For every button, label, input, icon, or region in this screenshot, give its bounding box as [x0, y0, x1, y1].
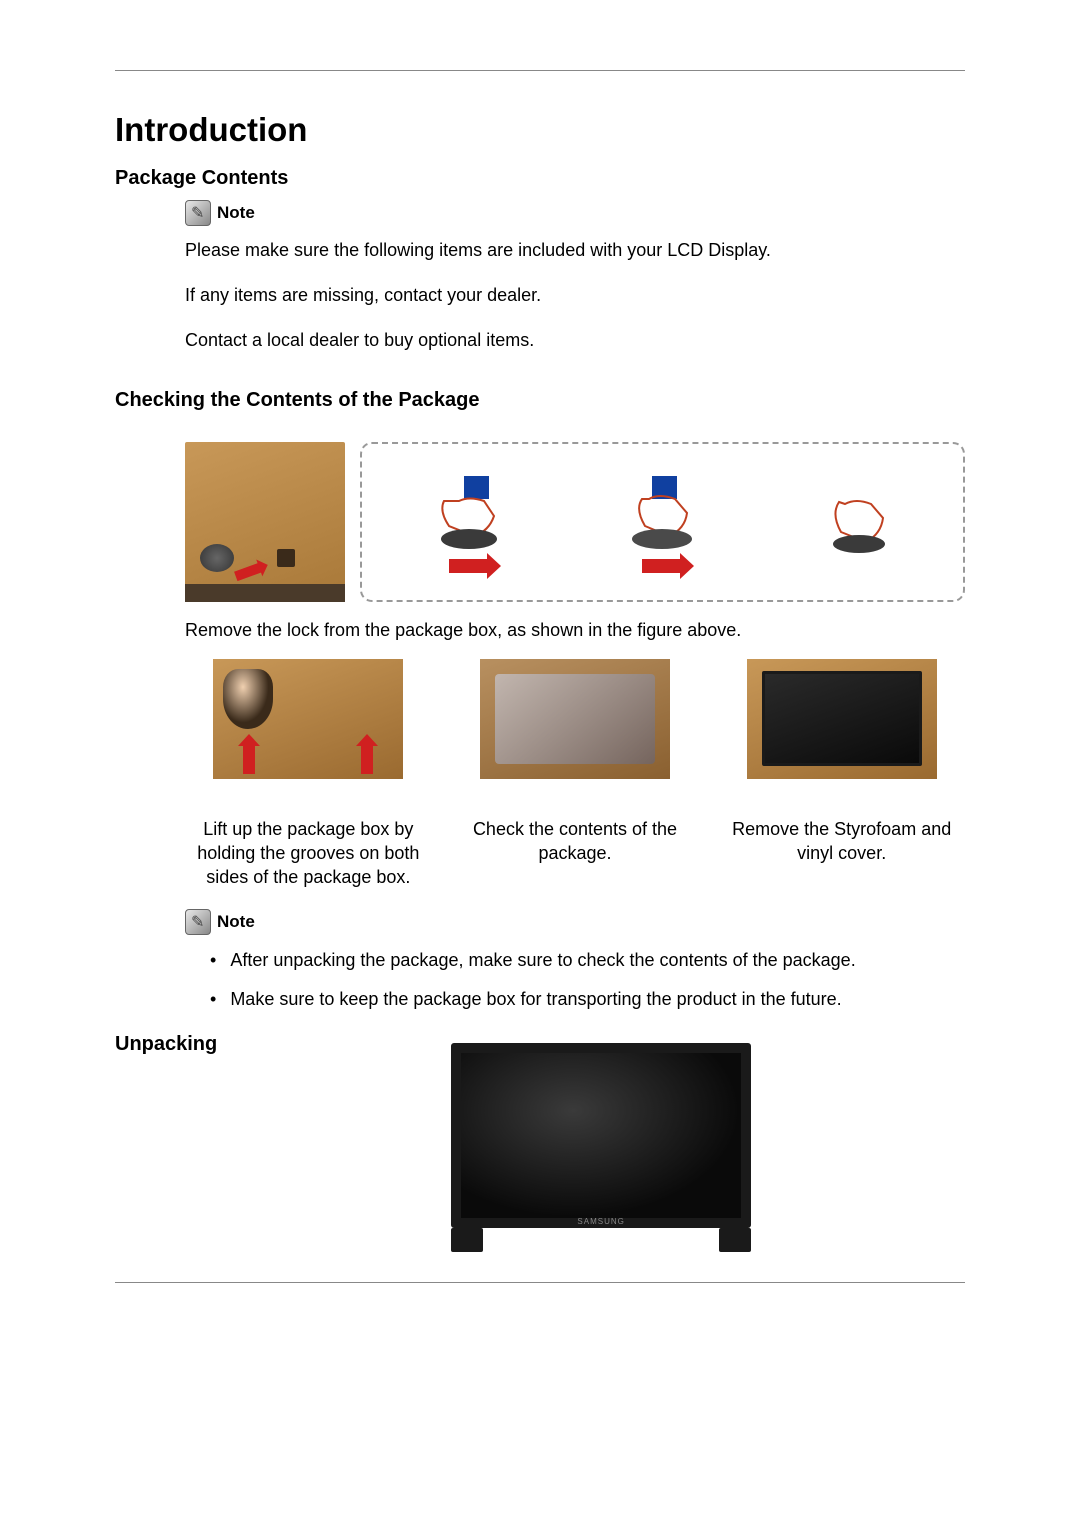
tv-stand: [451, 1228, 751, 1252]
note-row-2: Note: [185, 909, 965, 935]
column-1-caption: Lift up the package box by holding the g…: [185, 817, 432, 890]
steps-panel: [360, 442, 965, 602]
box-tape: [185, 584, 345, 602]
unpacking-heading: Unpacking: [115, 1033, 217, 1056]
hand-icon-1: [424, 471, 514, 551]
column-2: Check the contents of the package.: [452, 659, 699, 890]
top-rule: [115, 70, 965, 71]
red-arrow-icon: [449, 559, 489, 573]
bullet-2: • Make sure to keep the package box for …: [210, 986, 965, 1013]
para-2: If any items are missing, contact your d…: [185, 283, 965, 308]
hand-step-3: [811, 482, 901, 562]
hand-step-2: [617, 471, 707, 573]
column-2-caption: Check the contents of the package.: [452, 817, 699, 866]
lift-box-image: [213, 659, 403, 779]
column-3-caption: Remove the Styrofoam and vinyl cover.: [718, 817, 965, 866]
tv-small-graphic: [762, 671, 922, 766]
tv-brand-label: SAMSUNG: [577, 1217, 624, 1226]
bullet-2-text: Make sure to keep the package box for tr…: [230, 986, 841, 1013]
note-label: Note: [217, 203, 255, 223]
three-column-figures: Lift up the package box by holding the g…: [185, 659, 965, 890]
bottom-rule: [115, 1282, 965, 1283]
up-arrow-icon: [361, 744, 373, 774]
bullet-dot-icon: •: [210, 986, 216, 1013]
para-1: Please make sure the following items are…: [185, 238, 965, 263]
tv-figure: SAMSUNG: [237, 1043, 965, 1252]
lock-graphic-2: [277, 549, 295, 567]
red-arrow-icon: [642, 559, 682, 573]
figure-remove-lock: [185, 442, 965, 602]
column-1: Lift up the package box by holding the g…: [185, 659, 432, 890]
red-arrow-icon: [234, 562, 262, 580]
up-arrow-icon: [243, 744, 255, 774]
tv-container: SAMSUNG: [451, 1043, 751, 1252]
bullet-list: • After unpacking the package, make sure…: [210, 947, 965, 1013]
page-title: Introduction: [115, 111, 965, 149]
column-3: Remove the Styrofoam and vinyl cover.: [718, 659, 965, 890]
note-icon: [185, 909, 211, 935]
document-page: Introduction Package Contents Note Pleas…: [0, 0, 1080, 1333]
figure-caption-1: Remove the lock from the package box, as…: [185, 620, 965, 641]
para-3: Contact a local dealer to buy optional i…: [185, 328, 965, 353]
bullet-dot-icon: •: [210, 947, 216, 974]
checking-contents-heading: Checking the Contents of the Package: [115, 389, 965, 412]
tv-foot-left: [451, 1228, 483, 1252]
package-contents-heading: Package Contents: [115, 167, 965, 190]
unpacking-section: Unpacking SAMSUNG: [115, 1033, 965, 1252]
bullet-1-text: After unpacking the package, make sure t…: [230, 947, 855, 974]
note-row-1: Note: [185, 200, 965, 226]
remove-cover-image: [747, 659, 937, 779]
hand-icon-2: [617, 471, 707, 551]
bullet-1: • After unpacking the package, make sure…: [210, 947, 965, 974]
hand-icon-3: [811, 482, 901, 562]
note-icon: [185, 200, 211, 226]
tv-display-graphic: SAMSUNG: [451, 1043, 751, 1228]
check-contents-image: [480, 659, 670, 779]
lock-graphic: [200, 544, 234, 572]
box-illustration: [185, 442, 345, 602]
tv-foot-right: [719, 1228, 751, 1252]
hand-step-1: [424, 471, 514, 573]
note-label: Note: [217, 912, 255, 932]
